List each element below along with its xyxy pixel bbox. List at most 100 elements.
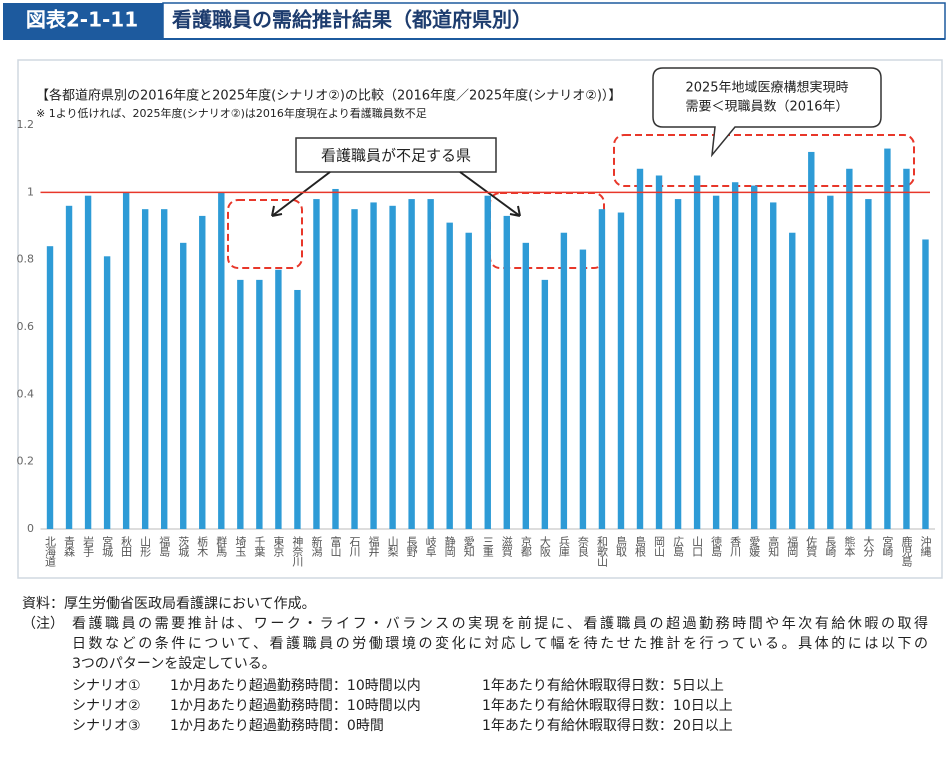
bar	[922, 239, 929, 529]
bar	[541, 279, 549, 529]
scenario-cell: 1年あたり有給休暇取得日数：10日以上	[482, 697, 733, 714]
bar	[903, 168, 910, 529]
x-tick-label: 富山	[329, 535, 342, 557]
x-tick-label: 奈良	[576, 535, 589, 558]
x-tick-label: 大阪	[538, 535, 551, 558]
bar	[579, 249, 587, 530]
scenario-cell: 1か月あたり超過勤務時間：10時間以内	[170, 698, 421, 714]
x-tick-label: 鳥取	[614, 535, 627, 558]
highlight-box	[613, 134, 915, 187]
note-line: 日数などの条件について、看護職員の労働環境の変化に対応して幅を待たせた推計を行っ…	[72, 635, 928, 652]
callout-bubble	[652, 67, 882, 158]
bar	[275, 269, 282, 529]
x-tick-label: 香川	[729, 536, 742, 557]
x-tick-label: 三重	[481, 536, 494, 557]
x-tick-label: 長崎	[824, 536, 837, 557]
x-tick-label: 岡山	[653, 536, 666, 557]
bar	[598, 209, 606, 529]
annotation: 2025年地域医療構想実現時	[685, 80, 848, 96]
bar	[294, 289, 301, 529]
x-tick-label: 新潟	[310, 535, 323, 558]
x-tick-label: 滋賀	[500, 536, 513, 558]
y-tick-label: 1.2	[17, 118, 35, 131]
x-tick-label: 山口	[691, 536, 704, 557]
x-tick-label: 宮崎	[881, 535, 894, 557]
x-tick-label: 茨城	[177, 535, 190, 557]
x-tick-label: 埼玉	[234, 535, 247, 557]
x-tick-label: 長野	[405, 536, 418, 557]
x-tick-label: 北海道	[44, 536, 57, 567]
scenario-cell: シナリオ③	[72, 718, 141, 734]
bar	[180, 242, 187, 530]
bar	[789, 232, 796, 529]
x-tick-label: 沖縄	[919, 536, 932, 557]
bar	[389, 205, 396, 530]
source: 資料：厚生労働省医政局看護課において作成。	[22, 596, 316, 612]
bar	[313, 199, 320, 530]
bar	[465, 232, 472, 529]
callout-box	[295, 137, 497, 173]
bar	[427, 199, 434, 530]
annotation: 需要＜現職員数（2016年）	[685, 100, 848, 115]
y-tick-label: 1	[27, 185, 34, 198]
bar	[46, 246, 54, 529]
bar	[770, 202, 777, 529]
bar	[408, 199, 415, 530]
bar	[560, 232, 568, 529]
scenario-cell: 1年あたり有給休暇取得日数：5日以上	[482, 677, 724, 694]
bar	[827, 195, 834, 529]
x-tick-label: 鹿児島	[900, 535, 913, 568]
bar	[750, 185, 758, 529]
scenario-cell: 1年あたり有給休暇取得日数：20日以上	[482, 717, 733, 734]
scenario-cell: 1か月あたり超過勤務時間：10時間以内	[170, 678, 421, 694]
x-tick-label: 広島	[672, 536, 685, 558]
scenario-cell: 1か月あたり超過勤務時間：0時間	[170, 718, 384, 734]
bar	[884, 148, 891, 530]
bar	[484, 195, 491, 529]
annotation: 看護職員が不足する県	[321, 147, 471, 165]
y-tick-label: 0.2	[17, 455, 35, 468]
x-tick-label: 静岡	[443, 535, 456, 558]
header-label: 図表2-1-11	[26, 8, 138, 32]
y-tick-label: 0.8	[17, 253, 35, 266]
bar	[84, 195, 92, 529]
x-tick-label: 熊本	[843, 535, 856, 558]
bar	[332, 188, 339, 529]
bar	[503, 215, 510, 529]
x-tick-label: 兵庫	[557, 536, 570, 558]
bar	[636, 168, 644, 529]
x-tick-label: 神奈川	[291, 535, 304, 567]
x-tick-label: 高知	[767, 535, 780, 558]
x-tick-label: 栃木	[196, 535, 209, 558]
x-tick-label: 青森	[63, 536, 76, 558]
x-tick-label: 京都	[519, 535, 532, 557]
bar	[218, 192, 225, 530]
y-tick-label: 0	[27, 522, 34, 535]
chart-subtitle: 【各都道府県別の2016年度と2025年度(シナリオ②)の比較（2016年度／2…	[36, 88, 621, 104]
bar	[122, 192, 130, 530]
header-frame	[162, 2, 946, 40]
bar	[103, 256, 111, 529]
bar	[351, 209, 358, 529]
x-tick-label: 山梨	[386, 536, 399, 558]
bar	[446, 222, 453, 529]
x-tick-label: 東京	[272, 536, 285, 558]
scenario-cell: シナリオ①	[72, 678, 141, 694]
x-tick-label: 千葉	[253, 536, 266, 557]
x-tick-label: 佐賀	[805, 535, 818, 558]
x-tick-label: 愛知	[462, 536, 475, 558]
x-tick-label: 徳島	[710, 536, 723, 558]
header-title: 看護職員の需給推計結果（都道府県別）	[172, 8, 532, 32]
y-tick-label: 0.4	[17, 387, 35, 400]
note-label: （注）	[22, 616, 64, 632]
bar	[693, 175, 701, 529]
highlight-box	[227, 199, 303, 269]
bar	[141, 209, 149, 529]
callout-arrows	[271, 171, 521, 217]
bar	[846, 168, 853, 529]
x-tick-label: 群馬	[215, 535, 228, 558]
x-tick-label: 島根	[634, 535, 647, 558]
note-line: 看護職員の需要推計は、ワーク・ライフ・バランスの実現を前提に、看護職員の超過勤務…	[72, 615, 928, 632]
bar	[161, 209, 168, 529]
